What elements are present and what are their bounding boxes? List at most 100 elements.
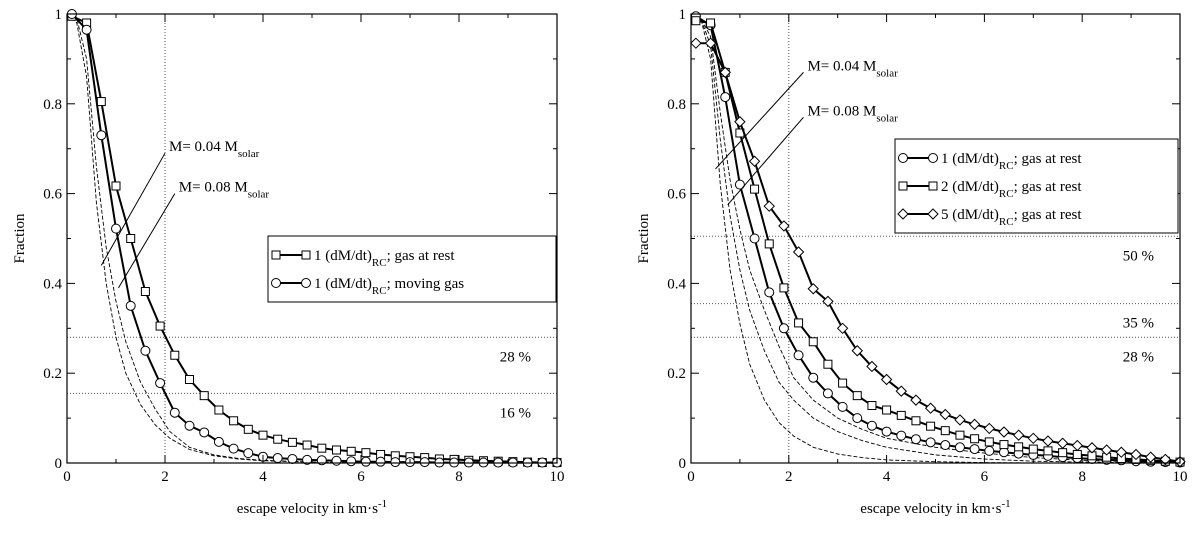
- data-point: [111, 223, 121, 234]
- x-tick-label: 8: [455, 469, 463, 485]
- legend-marker: [301, 278, 311, 288]
- data-point: [1058, 448, 1068, 458]
- data-point: [851, 345, 863, 357]
- reference-line-label: 28 %: [500, 349, 531, 365]
- data-point: [302, 440, 312, 450]
- x-tick-label: 8: [1078, 469, 1086, 485]
- reference-line-label: 28 %: [1123, 349, 1154, 365]
- data-point: [81, 24, 92, 35]
- reference-line-label: 50 %: [1123, 248, 1154, 264]
- reference-line-label: 35 %: [1123, 316, 1154, 332]
- data-point: [764, 239, 774, 249]
- data-point: [96, 97, 106, 107]
- data-point: [273, 434, 283, 444]
- data-point: [199, 391, 209, 401]
- data-point: [1100, 444, 1113, 456]
- data-point: [317, 443, 327, 453]
- data-point: [111, 181, 121, 191]
- data-point: [332, 445, 341, 455]
- legend-marker: [897, 208, 909, 220]
- data-point: [807, 283, 819, 295]
- data-point: [1056, 437, 1069, 449]
- data-point: [228, 443, 239, 454]
- data-point: [764, 287, 775, 298]
- y-tick-label: 0.4: [667, 276, 686, 292]
- data-point: [939, 408, 951, 421]
- x-tick-label: 0: [687, 469, 695, 485]
- data-point: [140, 286, 150, 296]
- data-point: [690, 37, 702, 49]
- data-point: [998, 426, 1010, 438]
- data-point: [258, 430, 268, 440]
- data-point: [881, 426, 892, 437]
- data-point: [910, 434, 921, 445]
- data-point: [1028, 444, 1038, 454]
- data-point: [940, 426, 950, 436]
- data-point: [140, 345, 151, 356]
- legend-marker: [928, 153, 938, 163]
- y-axis-label: Fraction: [636, 213, 652, 263]
- x-tick-label: 0: [63, 469, 71, 485]
- x-tick-label: 4: [259, 469, 267, 485]
- data-point: [968, 418, 981, 431]
- x-tick-label: 2: [161, 469, 169, 485]
- data-point: [213, 436, 224, 447]
- data-point: [793, 350, 804, 361]
- data-point: [185, 374, 194, 384]
- data-point: [1027, 432, 1040, 445]
- data-point: [925, 437, 936, 448]
- data-point: [896, 410, 906, 420]
- legend-marker: [927, 208, 939, 220]
- plot-frame: [690, 13, 1181, 464]
- data-point: [1086, 442, 1098, 454]
- legend-label: 5 (dM/dt)RC; gas at rest: [941, 207, 1082, 228]
- data-point: [734, 179, 745, 190]
- data-point: [704, 37, 717, 49]
- annotation-leader: [727, 116, 804, 206]
- data-point: [924, 402, 937, 414]
- reference-line-label: 16 %: [500, 405, 531, 421]
- data-point: [969, 444, 980, 455]
- legend-box: [894, 138, 1179, 234]
- data-point: [419, 457, 430, 468]
- data-point: [852, 391, 862, 401]
- data-point: [954, 414, 966, 426]
- data-point: [910, 394, 922, 406]
- y-tick-label: 0.2: [43, 366, 62, 382]
- data-point: [287, 437, 297, 447]
- dashed-curve: [66, 13, 557, 464]
- legend: 1 (dM/dt)RC; gas at rest 1 (dM/dt)RC; mov…: [267, 235, 557, 303]
- data-point: [822, 295, 834, 308]
- data-point: [778, 323, 789, 334]
- legend-marker: [898, 181, 908, 191]
- dashed-curve: [66, 13, 557, 464]
- data-point: [1072, 449, 1082, 459]
- series-line: [695, 19, 1181, 464]
- data-point: [866, 420, 877, 431]
- data-point: [823, 359, 833, 369]
- annotation-leader: [715, 72, 804, 170]
- data-point: [1014, 442, 1024, 452]
- legend-marker: [928, 181, 938, 191]
- data-point: [867, 401, 877, 411]
- data-point: [808, 372, 819, 383]
- series-line: [695, 42, 1181, 463]
- data-point: [125, 300, 136, 311]
- legend-label: 2 (dM/dt)RC; gas at rest: [941, 179, 1082, 200]
- legend-label: 1 (dM/dt)RC; moving gas: [314, 276, 464, 297]
- data-point: [96, 130, 107, 141]
- data-point: [926, 421, 936, 431]
- annotation-label: M= 0.04 Msolar: [807, 58, 898, 79]
- data-point: [170, 350, 180, 360]
- data-point: [734, 116, 746, 128]
- data-point: [1042, 435, 1054, 447]
- data-point: [955, 430, 965, 440]
- data-point: [911, 416, 921, 426]
- data-point: [880, 373, 893, 386]
- data-point: [792, 246, 805, 258]
- data-point: [999, 440, 1009, 450]
- annotation-leader: [118, 193, 176, 289]
- data-point: [346, 446, 356, 456]
- y-tick-label: 1: [679, 7, 687, 23]
- x-tick-label: 6: [981, 469, 989, 485]
